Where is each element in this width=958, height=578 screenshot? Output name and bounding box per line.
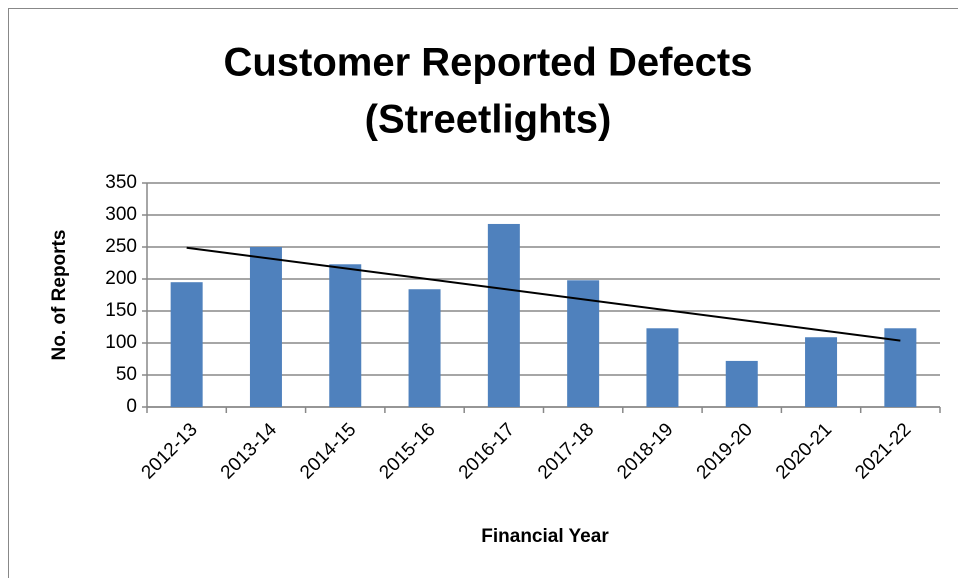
bar bbox=[329, 264, 362, 407]
y-axis-label: No. of Reports bbox=[49, 230, 70, 361]
bar bbox=[170, 282, 203, 407]
y-tick-label: 350 bbox=[105, 172, 137, 193]
y-tick-label: 300 bbox=[105, 204, 137, 225]
chart-title: (Streetlights) bbox=[365, 98, 612, 142]
bar bbox=[408, 289, 441, 407]
y-tick-label: 100 bbox=[105, 332, 137, 353]
bar bbox=[725, 360, 758, 407]
y-tick-label: 150 bbox=[105, 300, 137, 321]
bar bbox=[884, 328, 917, 407]
x-axis-label: Financial Year bbox=[481, 526, 609, 547]
bar bbox=[249, 247, 282, 407]
bar bbox=[805, 337, 838, 407]
trendline bbox=[186, 246, 901, 342]
y-tick-label: 200 bbox=[105, 268, 137, 289]
chart-frame bbox=[8, 8, 958, 578]
bar bbox=[487, 223, 520, 407]
y-tick-label: 250 bbox=[105, 236, 137, 257]
y-tick-label: 0 bbox=[126, 396, 137, 417]
bar bbox=[646, 328, 679, 407]
y-tick-label: 50 bbox=[116, 364, 137, 385]
chart-title: Customer Reported Defects bbox=[223, 41, 752, 85]
